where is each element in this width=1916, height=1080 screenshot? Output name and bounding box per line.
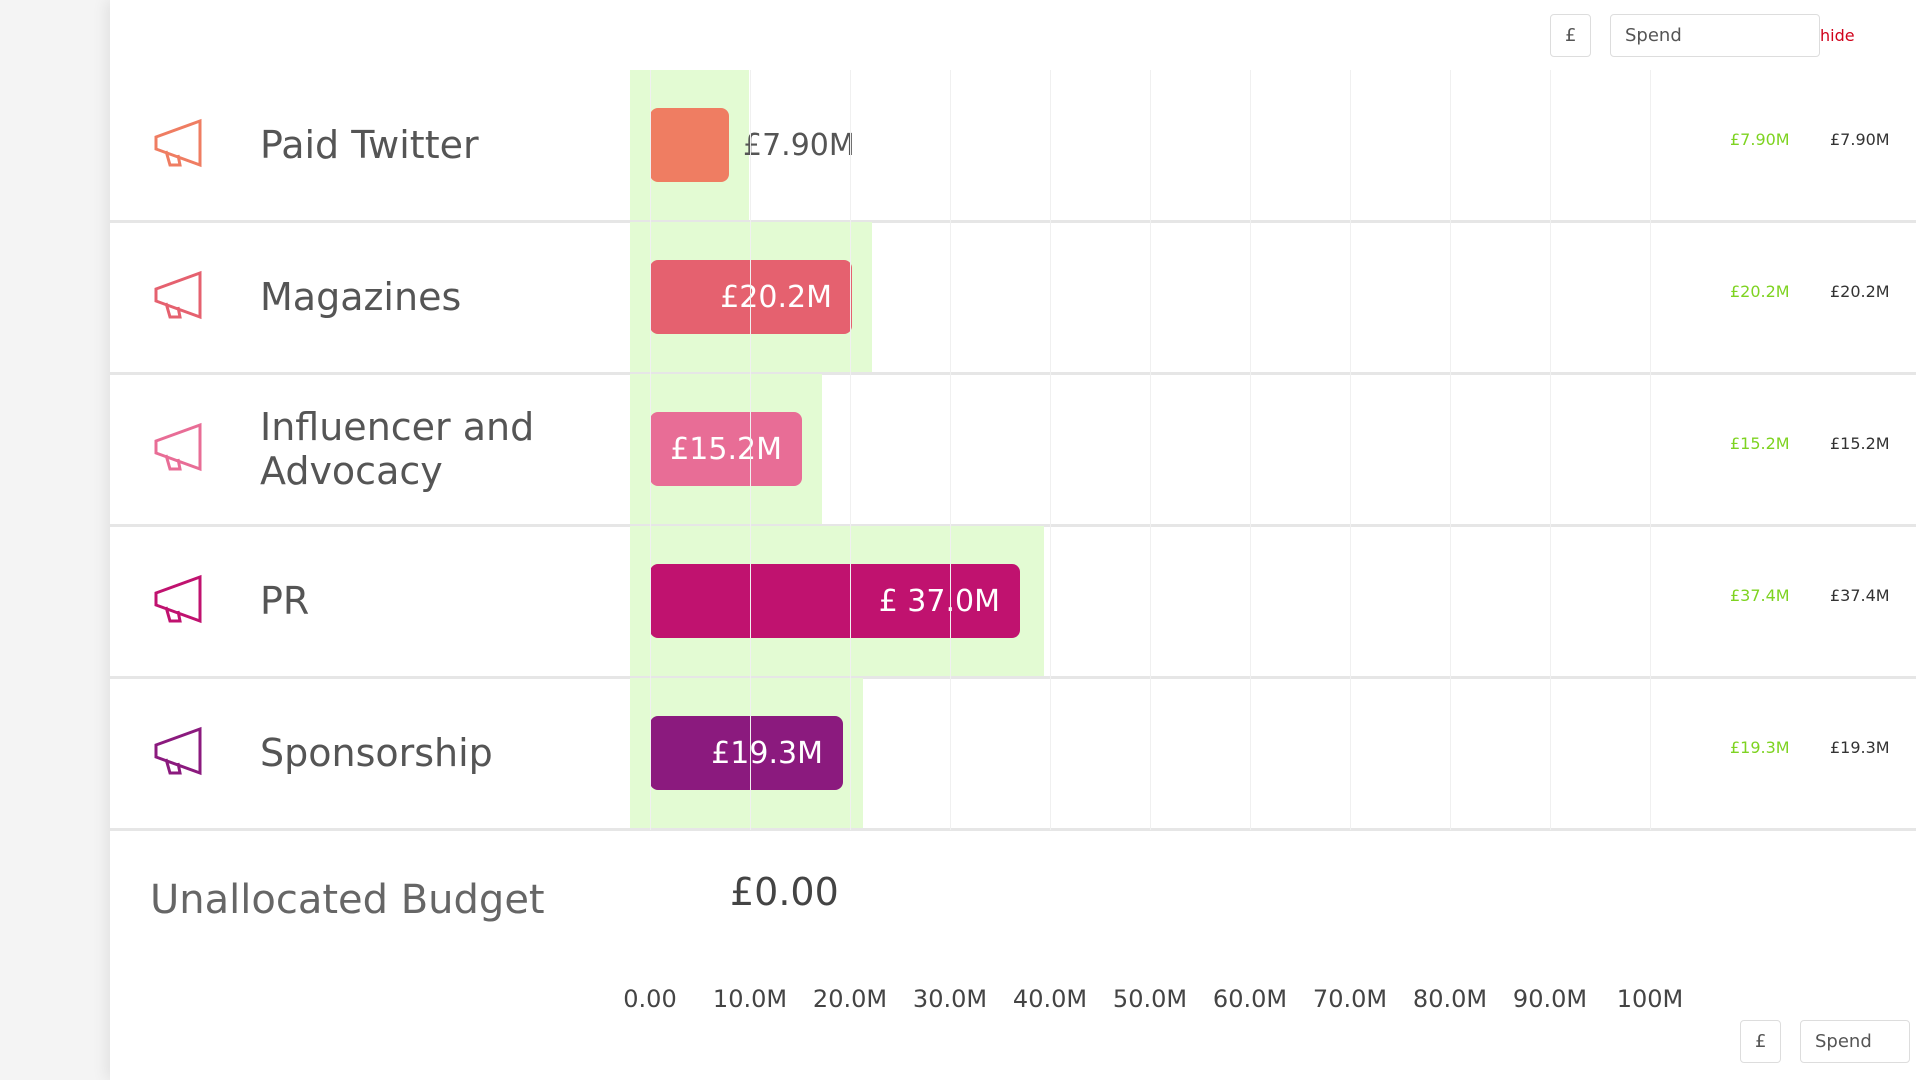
x-tick-label: 0.00 <box>623 985 677 1013</box>
x-tick-label: 70.0M <box>1312 985 1388 1013</box>
x-tick-label: 20.0M <box>812 985 888 1013</box>
grid-line <box>1250 70 1251 830</box>
footer-mode-select[interactable]: Spend <box>1800 1020 1910 1063</box>
channel-label: Magazines <box>260 275 462 319</box>
channel-icon <box>154 726 202 776</box>
actual-label: £15.2M <box>1830 434 1890 453</box>
budget-row: Sponsorship £19.3M £19.3M £19.3M <box>110 678 1916 831</box>
spend-label: £7.90M <box>743 127 855 163</box>
channel-icon <box>154 270 202 320</box>
budget-row: PR £ 37.0M £37.4M £37.4M <box>110 526 1916 679</box>
currency-select[interactable]: £ <box>1550 14 1592 57</box>
budget-row: Magazines £20.2M £20.2M £20.2M <box>110 222 1916 375</box>
budget-row: Influencer and Advocacy £15.2M £15.2M £15.2… <box>110 374 1916 527</box>
target-label: £20.2M <box>1730 282 1790 301</box>
x-tick-label: 90.0M <box>1512 985 1588 1013</box>
unallocated-row: Unallocated Budget £0.00 <box>110 830 1916 970</box>
grid-line <box>1150 70 1151 830</box>
unallocated-label: Unallocated Budget <box>150 877 545 923</box>
actual-label: £37.4M <box>1830 586 1890 605</box>
x-tick-label: 100M <box>1616 985 1684 1013</box>
x-tick-label: 60.0M <box>1212 985 1288 1013</box>
grid-line <box>750 70 751 830</box>
target-label: £19.3M <box>1730 738 1790 757</box>
spend-label: £19.3M <box>711 735 823 771</box>
x-tick-label: 40.0M <box>1012 985 1088 1013</box>
grid-line <box>650 70 651 830</box>
actual-label: £7.90M <box>1830 130 1890 149</box>
budget-panel: £ Spend hide Paid Twitter £7.90M £7.90M £7.… <box>110 0 1916 1080</box>
spend-label: £20.2M <box>720 279 832 315</box>
target-label: £7.90M <box>1730 130 1790 149</box>
actual-label: £20.2M <box>1830 282 1890 301</box>
x-tick-label: 30.0M <box>912 985 988 1013</box>
target-label: £37.4M <box>1730 586 1790 605</box>
grid-line <box>1450 70 1451 830</box>
grid-line <box>1050 70 1051 830</box>
unallocated-value: £0.00 <box>730 870 839 914</box>
hide-link[interactable]: hide <box>1820 26 1855 45</box>
channel-icon <box>154 574 202 624</box>
grid-line <box>1350 70 1351 830</box>
mode-select[interactable]: Spend <box>1610 14 1820 57</box>
budget-row: Paid Twitter £7.90M £7.90M £7.90M <box>110 70 1916 223</box>
target-label: £15.2M <box>1730 434 1790 453</box>
spend-label: £ 37.0M <box>878 583 1000 619</box>
channel-icon <box>154 118 202 168</box>
grid-line <box>850 70 851 830</box>
channel-label: Sponsorship <box>260 731 493 775</box>
spend-bar <box>650 564 1020 638</box>
channel-label: Paid Twitter <box>260 123 479 167</box>
grid-line <box>1550 70 1551 830</box>
grid-line <box>950 70 951 830</box>
channel-label: PR <box>260 579 310 623</box>
x-tick-label: 80.0M <box>1412 985 1488 1013</box>
footer-currency-select[interactable]: £ <box>1740 1020 1782 1063</box>
spend-label: £15.2M <box>670 431 782 467</box>
spend-bar <box>650 108 729 182</box>
spend-bar <box>650 260 852 334</box>
channel-icon <box>154 422 202 472</box>
spend-bar <box>650 716 843 790</box>
spend-bar <box>650 412 802 486</box>
actual-label: £19.3M <box>1830 738 1890 757</box>
x-tick-label: 50.0M <box>1112 985 1188 1013</box>
x-tick-label: 10.0M <box>712 985 788 1013</box>
channel-label: Influencer and Advocacy <box>260 405 535 493</box>
grid-line <box>1650 70 1651 830</box>
